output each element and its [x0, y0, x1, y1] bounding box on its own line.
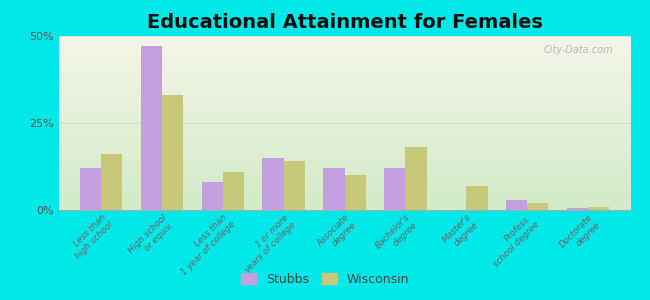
Bar	[80, 168, 101, 210]
Bar	[567, 208, 588, 210]
Bar	[588, 206, 609, 210]
Bar	[527, 203, 549, 210]
Bar	[101, 154, 122, 210]
Bar	[344, 175, 366, 210]
Bar	[202, 182, 223, 210]
Title: Educational Attainment for Females: Educational Attainment for Females	[146, 13, 543, 32]
Text: City-Data.com: City-Data.com	[543, 45, 614, 55]
Bar	[140, 46, 162, 210]
Bar	[283, 161, 305, 210]
Bar	[506, 200, 527, 210]
Bar	[223, 172, 244, 210]
Bar	[323, 168, 345, 210]
Bar	[466, 186, 488, 210]
Legend: Stubbs, Wisconsin: Stubbs, Wisconsin	[236, 268, 414, 291]
Bar	[384, 168, 406, 210]
Bar	[263, 158, 283, 210]
Bar	[406, 147, 426, 210]
Bar	[162, 95, 183, 210]
